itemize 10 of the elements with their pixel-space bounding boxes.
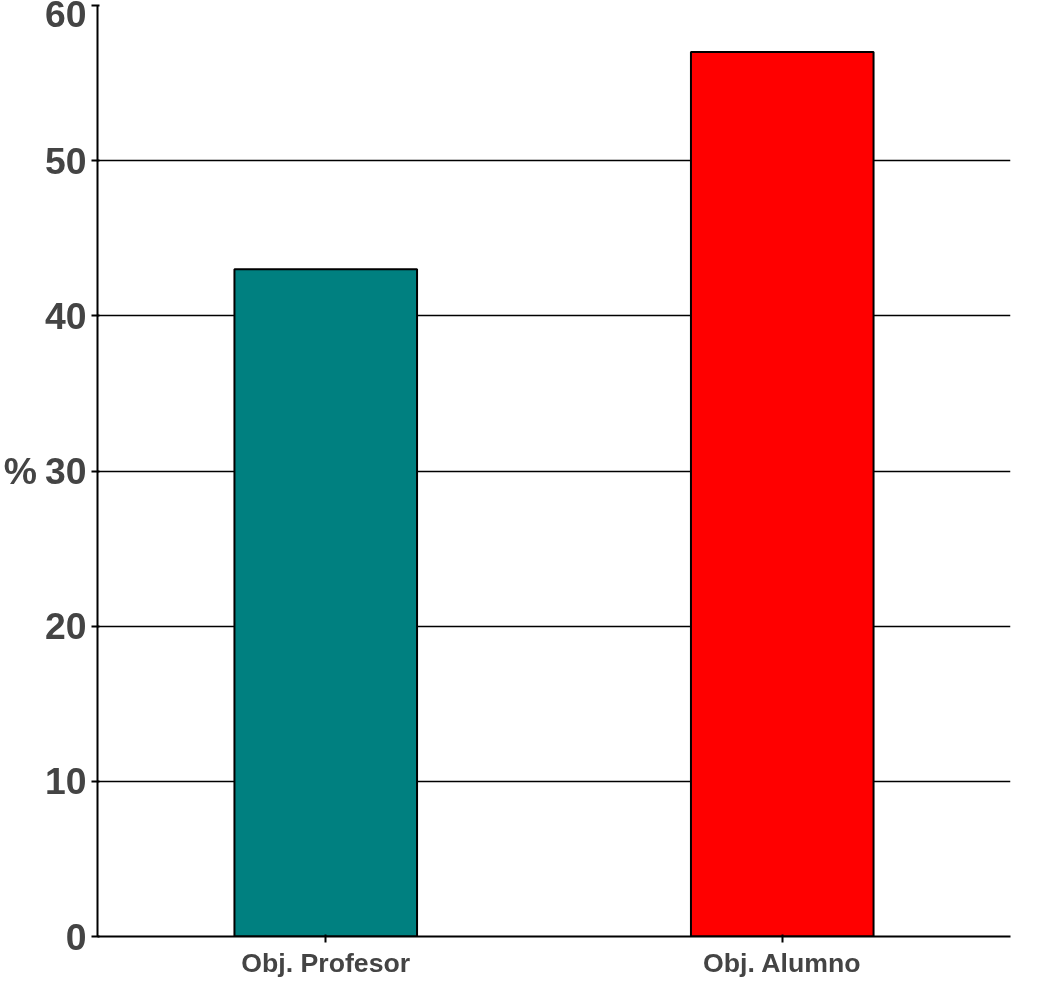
y-tick-label: 10 <box>44 760 87 803</box>
y-tick-label: 50 <box>44 139 87 182</box>
y-tick-label: 0 <box>65 915 87 958</box>
y-tick-label: 60 <box>44 0 87 35</box>
x-tick-label: Obj. Profesor <box>241 947 411 978</box>
y-tick-label: 40 <box>44 294 87 337</box>
x-tick-label: Obj. Alumno <box>703 947 861 978</box>
y-tick-label: 20 <box>44 605 87 648</box>
y-tick-label: 30 <box>44 450 87 492</box>
y-axis-title: % <box>3 450 37 492</box>
